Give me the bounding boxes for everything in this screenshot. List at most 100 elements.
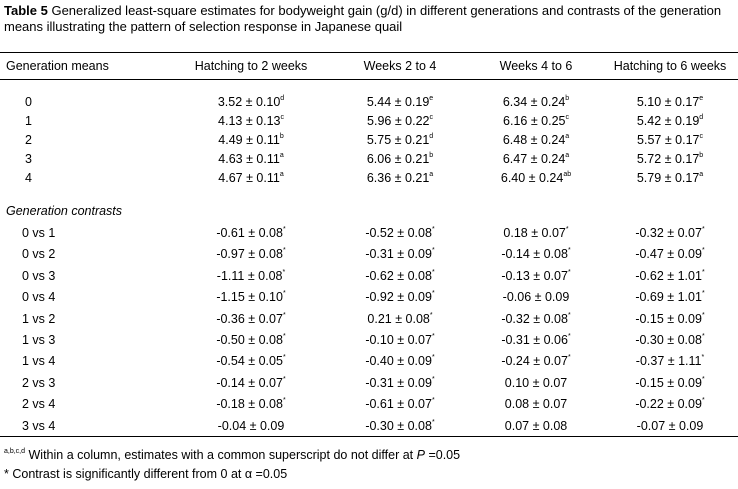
- cell-value: -0.10 ± 0.07: [365, 333, 432, 347]
- cell: 5.42 ± 0.19d: [637, 114, 703, 128]
- cell: 6.34 ± 0.24b: [503, 95, 569, 109]
- cell-superscript: *: [282, 226, 286, 233]
- cell: 6.48 ± 0.24a: [503, 133, 569, 147]
- column-header: Weeks 2 to 4: [363, 59, 437, 73]
- cell-value: 6.40 ± 0.24: [500, 171, 564, 185]
- cell-value: 0.18 ± 0.07: [503, 226, 566, 240]
- cell-superscript: *: [431, 226, 435, 233]
- cell-superscript: *: [282, 375, 286, 383]
- row-label: 2 vs 3: [22, 375, 56, 390]
- cell-value: -0.97 ± 0.08: [216, 247, 283, 262]
- cell-value: 5.10 ± 0.17: [636, 95, 700, 109]
- column-header: Hatching to 2 weeks: [194, 59, 308, 73]
- cell-superscript: *: [282, 397, 286, 405]
- cell-value: 5.96 ± 0.22: [367, 114, 430, 128]
- cell: -0.15 ± 0.09*: [635, 312, 704, 326]
- cell: 5.10 ± 0.17e: [637, 95, 703, 109]
- cell-value: 5.75 ± 0.21: [366, 133, 430, 147]
- cell: 5.75 ± 0.21d: [367, 133, 433, 147]
- cell-value: -1.11 ± 0.08: [216, 268, 283, 283]
- cell-superscript: *: [565, 226, 569, 233]
- cell-superscript: *: [429, 311, 433, 319]
- cell-value: 5.79 ± 0.17: [636, 171, 700, 185]
- cell: -0.18 ± 0.08*: [216, 397, 285, 411]
- cell-superscript: a: [279, 171, 284, 178]
- cell-value: 5.42 ± 0.19: [636, 114, 700, 128]
- cell-value: -0.32 ± 0.08: [501, 311, 568, 326]
- cell: -0.31 ± 0.09*: [365, 376, 434, 390]
- cell-value: -0.32 ± 0.07: [635, 226, 702, 240]
- cell-superscript: *: [567, 354, 571, 362]
- row-label: 0: [25, 95, 32, 109]
- cell: -0.69 ± 1.01*: [635, 290, 704, 304]
- row-label: 0 vs 1: [22, 226, 56, 240]
- cell-value: -0.31 ± 0.09: [365, 247, 432, 262]
- cell-superscript: a: [565, 133, 570, 140]
- cell: -0.50 ± 0.08*: [216, 333, 285, 347]
- cell-value: -0.30 ± 0.08: [635, 333, 702, 347]
- cell: 0.18 ± 0.07*: [503, 226, 568, 240]
- cell: -0.61 ± 0.07*: [365, 397, 434, 411]
- cell: -0.36 ± 0.07*: [216, 312, 285, 326]
- cell: 5.96 ± 0.22c: [367, 114, 433, 128]
- cell-value: -0.22 ± 0.09: [635, 397, 702, 412]
- cell: -0.92 ± 0.09*: [365, 290, 434, 304]
- cell-value: 6.36 ± 0.21: [366, 171, 430, 185]
- cell: 5.72 ± 0.17b: [637, 152, 703, 166]
- cell: 5.57 ± 0.17c: [637, 133, 703, 147]
- cell: -1.15 ± 0.10*: [216, 290, 285, 304]
- cell: 6.40 ± 0.24ab: [501, 171, 571, 185]
- cell: 6.36 ± 0.21a: [367, 171, 433, 185]
- cell-superscript: a: [699, 171, 704, 178]
- cell: -0.31 ± 0.06*: [501, 333, 570, 347]
- cell-value: -0.07 ± 0.09: [636, 418, 704, 433]
- cell: -1.11 ± 0.08*: [217, 269, 285, 283]
- cell-superscript: e: [429, 95, 434, 102]
- cell-superscript: c: [565, 114, 569, 121]
- cell: -0.15 ± 0.09*: [635, 376, 704, 390]
- cell-value: -0.69 ± 1.01: [635, 290, 702, 305]
- cell-value: -0.15 ± 0.09: [635, 311, 702, 326]
- row-label: 0 vs 3: [22, 268, 56, 283]
- cell-superscript: d: [280, 95, 285, 102]
- cell-superscript: *: [282, 311, 286, 319]
- cell: -0.47 ± 0.09*: [635, 247, 704, 261]
- cell-superscript: b: [429, 152, 434, 159]
- cell-value: 6.47 ± 0.24: [502, 152, 566, 166]
- cell-value: -0.04 ± 0.09: [217, 418, 285, 433]
- cell: -0.22 ± 0.09*: [635, 397, 704, 411]
- cell-superscript: *: [431, 354, 435, 362]
- cell-superscript: *: [431, 375, 435, 383]
- cell-value: -0.50 ± 0.08: [216, 333, 283, 347]
- row-label: 1 vs 4: [22, 354, 56, 369]
- cell: -0.14 ± 0.07*: [216, 376, 285, 390]
- cell: -0.62 ± 1.01*: [635, 269, 704, 283]
- title-text: Generalized least-square estimates for b…: [4, 3, 722, 34]
- cell-superscript: d: [429, 133, 434, 140]
- cell: -0.06 ± 0.09: [503, 290, 570, 304]
- cell: 4.13 ± 0.13c: [218, 114, 284, 128]
- cell: 0.08 ± 0.07: [505, 397, 567, 411]
- cell-superscript: d: [699, 114, 704, 121]
- cell-value: -0.30 ± 0.08: [365, 418, 432, 433]
- cell-superscript: *: [701, 268, 705, 276]
- cell-superscript: *: [701, 226, 705, 233]
- cell-value: 4.13 ± 0.13: [218, 114, 281, 128]
- cell-value: 6.06 ± 0.21: [366, 152, 430, 166]
- row-label: 2 vs 4: [22, 397, 56, 412]
- cell: -0.24 ± 0.07*: [501, 354, 570, 368]
- cell-value: -0.14 ± 0.08: [501, 247, 568, 262]
- cell-superscript: *: [701, 375, 705, 383]
- cell-superscript: *: [701, 397, 705, 405]
- row-label: 1 vs 3: [22, 333, 56, 347]
- cell-value: 6.16 ± 0.25: [503, 114, 566, 128]
- column-header: Generation means: [6, 59, 109, 73]
- cell-superscript: *: [567, 333, 571, 340]
- footnote-text: * Contrast is significantly different fr…: [4, 467, 288, 481]
- cell-superscript: a: [565, 152, 570, 159]
- cell: 0.07 ± 0.08: [505, 419, 567, 433]
- cell-value: 3.52 ± 0.10: [217, 95, 281, 109]
- cell: -0.13 ± 0.07*: [501, 269, 570, 283]
- cell-superscript: *: [282, 333, 286, 340]
- cell-value: 4.49 ± 0.11: [218, 133, 280, 147]
